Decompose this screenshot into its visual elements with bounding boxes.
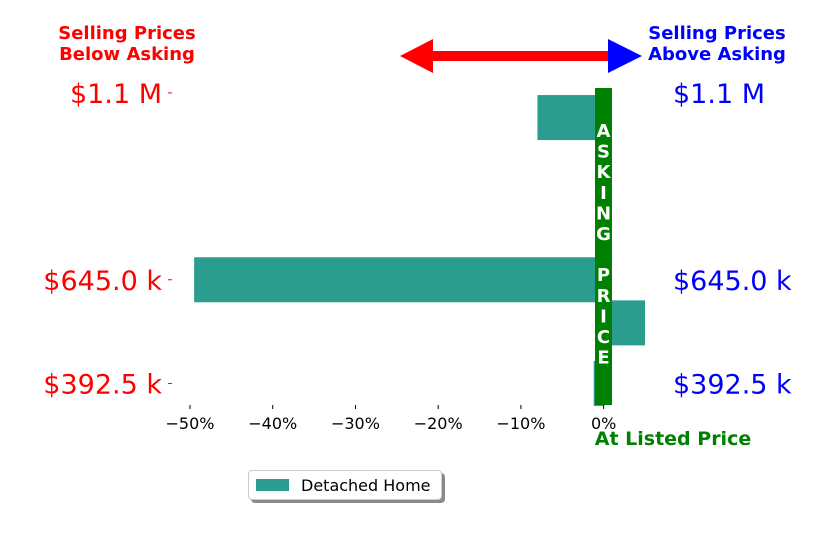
bar-0 <box>537 95 604 141</box>
asking-band-letter: I <box>600 306 607 327</box>
above-asking-header-line2: Above Asking <box>648 44 786 65</box>
above-asking-header-line1: Selling Prices <box>648 23 785 44</box>
asking-band-letter: I <box>600 183 607 204</box>
asking-band-letter: P <box>597 265 610 286</box>
asking-band-letter: G <box>596 224 611 245</box>
asking-band-letter: R <box>597 286 611 307</box>
asking-price-band <box>595 88 612 405</box>
price-label-left: $1.1 M <box>70 79 162 110</box>
x-tick-label: −10% <box>496 414 545 433</box>
legend-label: Detached Home <box>301 475 431 495</box>
bar-1 <box>194 257 604 303</box>
x-tick-label: −50% <box>166 414 215 433</box>
price-label-left: $645.0 k <box>43 266 162 297</box>
x-tick-label: −20% <box>414 414 463 433</box>
left-arrow-icon <box>400 39 614 73</box>
x-tick-label: −30% <box>331 414 380 433</box>
below-asking-header-line1: Selling Prices <box>58 23 195 44</box>
asking-band-letter: N <box>596 203 611 224</box>
at-listed-price-label: At Listed Price <box>595 428 751 450</box>
x-tick-label: −40% <box>248 414 297 433</box>
asking-band-letter: E <box>597 348 609 369</box>
price-label-right: $645.0 k <box>673 266 792 297</box>
x-tick-label: 0% <box>591 414 616 433</box>
price-label-right: $392.5 k <box>673 369 792 400</box>
legend: Detached Home <box>248 470 442 500</box>
price-label-left: $392.5 k <box>43 369 162 400</box>
asking-band-letter: K <box>597 162 612 183</box>
price-label-right: $1.1 M <box>673 79 765 110</box>
asking-band-letter: S <box>597 142 610 163</box>
asking-band-letter: C <box>597 327 610 348</box>
below-asking-header-line2: Below Asking <box>59 44 195 65</box>
legend-swatch <box>256 479 289 491</box>
asking-band-letter: A <box>597 121 611 142</box>
right-arrow-icon <box>608 39 642 73</box>
